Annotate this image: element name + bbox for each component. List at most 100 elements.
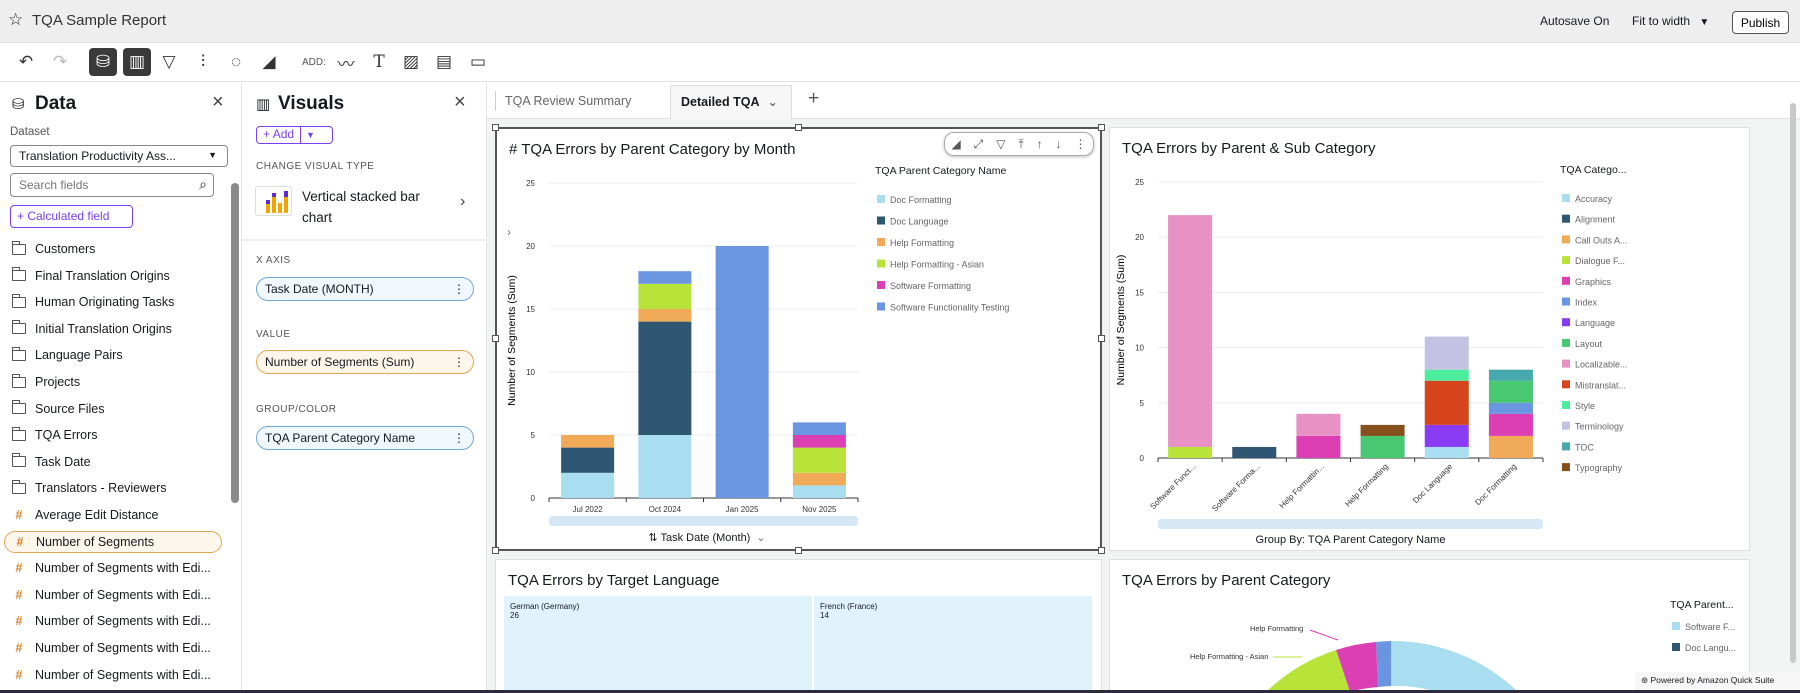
measure-field[interactable]: # Number of Segments <box>4 530 222 553</box>
treemap-tile[interactable]: German (Germany) 26 <box>504 596 812 692</box>
calculated-field-button[interactable]: + Calculated field <box>10 205 133 228</box>
field-folder[interactable]: Final Translation Origins <box>12 265 170 287</box>
legend-item[interactable]: Doc Formatting <box>890 195 952 205</box>
bar-segment[interactable] <box>1232 446 1277 458</box>
measure-field[interactable]: # Number of Segments with Edi... <box>12 584 211 606</box>
close-visuals-panel-icon[interactable]: × <box>454 91 466 113</box>
undo-icon[interactable]: ↶ <box>18 52 34 71</box>
bar-segment[interactable] <box>561 435 615 448</box>
filter-icon[interactable]: ▽ <box>162 52 176 71</box>
resize-handle[interactable] <box>492 335 499 342</box>
add-visual-button[interactable]: + Add ▼ <box>256 126 333 144</box>
field-folder[interactable]: Translators - Reviewers <box>12 477 167 499</box>
x-axis-field-well[interactable]: Task Date (MONTH) ⋮ <box>256 277 474 301</box>
dataset-icon[interactable]: ⛁ <box>89 48 117 76</box>
more-options-icon[interactable]: ⋮ <box>453 431 465 445</box>
bar-segment[interactable] <box>638 435 692 498</box>
canvas-scrollbar[interactable] <box>1790 103 1796 663</box>
measure-field[interactable]: # Number of Segments with Edi... <box>12 610 211 632</box>
bar-segment[interactable] <box>1488 369 1533 381</box>
group-color-field-well[interactable]: TQA Parent Category Name ⋮ <box>256 426 474 450</box>
text-icon[interactable]: T <box>373 52 385 72</box>
resize-handle[interactable] <box>492 547 499 554</box>
value-field-well[interactable]: Number of Segments (Sum) ⋮ <box>256 350 474 374</box>
bar-segment[interactable] <box>1488 402 1533 414</box>
sort-icon[interactable]: ⇅ <box>648 532 661 544</box>
search-input[interactable] <box>19 178 189 192</box>
measure-field[interactable]: # Number of Segments with Edi... <box>12 664 211 686</box>
resize-handle[interactable] <box>1098 335 1105 342</box>
expand-icon[interactable]: ⤢ <box>973 136 984 151</box>
visuals-icon[interactable]: ▥ <box>123 48 151 76</box>
bar-segment[interactable] <box>1168 215 1213 447</box>
format-visual-icon[interactable]: ◢ <box>951 137 961 151</box>
bar-segment[interactable] <box>792 447 846 473</box>
filter-icon[interactable]: ▽ <box>996 137 1006 151</box>
legend-item[interactable]: Typography <box>1575 463 1623 473</box>
legend-item[interactable]: Dialogue F... <box>1575 256 1625 266</box>
chevron-down-icon[interactable]: ⌄ <box>756 532 766 544</box>
legend-item[interactable]: Layout <box>1575 339 1603 349</box>
measure-field[interactable]: # Number of Segments with Edi... <box>12 557 211 579</box>
insight-visual-icon[interactable]: ▤ <box>435 52 453 71</box>
legend-item[interactable]: Localizable... <box>1575 360 1628 370</box>
bar-segment[interactable] <box>1488 380 1533 403</box>
legend-item[interactable]: Software Functionality Testing <box>890 303 1009 313</box>
legend-item[interactable]: Index <box>1575 298 1598 308</box>
legend-item[interactable]: Graphics <box>1575 277 1612 287</box>
field-folder[interactable]: TQA Errors <box>12 424 98 446</box>
resize-handle[interactable] <box>795 124 802 131</box>
fit-to-width-dropdown[interactable]: Fit to width ▼ <box>1632 14 1709 28</box>
themes-icon[interactable]: ◢ <box>262 52 276 71</box>
bar-segment[interactable] <box>1424 369 1469 381</box>
bar-segment[interactable] <box>792 472 846 486</box>
resize-handle[interactable] <box>492 124 499 131</box>
publish-button[interactable]: Publish <box>1732 11 1789 34</box>
measure-field[interactable]: # Number of Segments with Edi... <box>12 637 211 659</box>
resize-handle[interactable] <box>1098 547 1105 554</box>
more-options-icon[interactable]: ⋮ <box>1074 137 1087 151</box>
legend-item[interactable]: Call Outs A... <box>1575 235 1628 245</box>
bar-segment[interactable] <box>792 435 846 448</box>
donut-slice[interactable] <box>1376 641 1391 687</box>
image-icon[interactable]: ▨ <box>402 52 420 71</box>
visual-errors-by-parent-sub-category[interactable]: TQA Errors by Parent & Sub Category 0 5 10… <box>1109 127 1750 551</box>
visual-errors-by-target-language[interactable]: TQA Errors by Target Language German (Ge… <box>495 559 1102 693</box>
field-folder[interactable]: Initial Translation Origins <box>12 318 172 340</box>
bar-segment[interactable] <box>561 447 615 473</box>
field-folder[interactable]: Source Files <box>12 398 104 420</box>
bar-segment[interactable] <box>1168 446 1213 458</box>
stacked-bar-chart-icon[interactable] <box>255 186 292 216</box>
report-title[interactable]: TQA Sample Report <box>32 12 167 29</box>
embed-icon[interactable]: ▭ <box>469 52 487 71</box>
chevron-down-icon[interactable]: ⌄ <box>767 95 778 109</box>
resize-handle[interactable] <box>795 547 802 554</box>
bar-segment[interactable] <box>1488 435 1533 458</box>
bar-segment[interactable] <box>1360 435 1405 458</box>
legend-item[interactable]: Help Formatting - Asian <box>890 260 984 270</box>
legend-item[interactable]: Doc Langu... <box>1685 643 1736 653</box>
line-icon[interactable]: 〰 <box>337 54 355 74</box>
legend-item[interactable]: TOC <box>1575 442 1594 452</box>
donut-slice-software-functionality[interactable] <box>1391 640 1518 692</box>
controls-icon[interactable]: ⫶ <box>200 52 206 71</box>
resize-handle[interactable] <box>1098 124 1105 131</box>
bar-segment[interactable] <box>561 472 615 498</box>
bar-segment[interactable] <box>1296 435 1341 458</box>
legend-item[interactable]: Software F... <box>1685 622 1735 632</box>
tab-detailed-tqa[interactable]: Detailed TQA ⌄ <box>670 85 792 119</box>
scrollbar[interactable] <box>231 183 239 503</box>
x-axis-range-slider[interactable] <box>1158 519 1543 529</box>
visual-type-name[interactable]: Vertical stacked bar chart <box>302 189 420 225</box>
donut-slice-help-formatting-asian[interactable] <box>1266 650 1350 692</box>
chevron-right-icon[interactable]: › <box>507 225 511 239</box>
search-fields-input[interactable]: ⌕ <box>10 173 214 197</box>
more-options-icon[interactable]: ⋮ <box>453 282 465 296</box>
bar-segment[interactable] <box>638 283 692 309</box>
bar-segment[interactable] <box>1360 424 1405 436</box>
legend-item[interactable]: Language <box>1575 318 1615 328</box>
field-folder[interactable]: Task Date <box>12 451 91 473</box>
visual-errors-by-month[interactable]: # TQA Errors by Parent Category by Month… <box>495 127 1102 551</box>
star-icon[interactable]: ☆ <box>8 10 24 29</box>
visual-errors-by-parent-category[interactable]: TQA Errors by Parent Category Help Forma… <box>1109 559 1750 693</box>
